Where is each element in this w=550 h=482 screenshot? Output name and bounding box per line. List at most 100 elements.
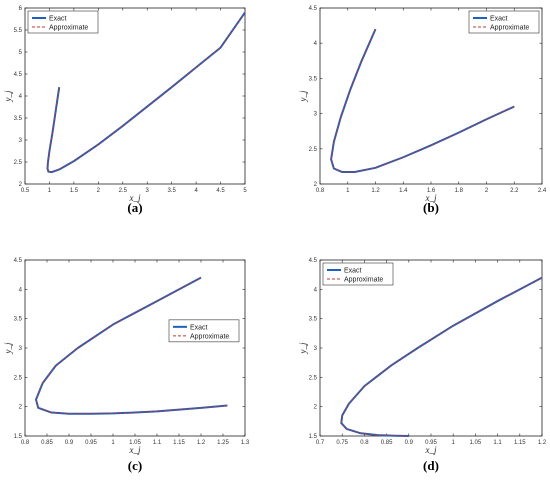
x-tick-label: 5: [243, 188, 247, 194]
series-line-approximate: [340, 277, 543, 437]
x-axis-label: x_j: [425, 193, 437, 203]
x-tick-label: 0.95: [425, 440, 437, 446]
legend-entry: Approximate: [344, 277, 383, 284]
panel-caption: (c): [128, 458, 142, 473]
x-tick-label: 1.8: [455, 188, 464, 194]
panel-caption: (d): [423, 458, 439, 473]
legend: Exact Approximate: [27, 10, 99, 34]
y-tick-label: 2: [19, 405, 23, 411]
legend: Exact Approximate: [168, 319, 240, 343]
x-tick-label: 0.8: [316, 188, 325, 194]
x-tick-label: 1.2: [538, 440, 547, 446]
x-tick-label: 2: [485, 188, 489, 194]
x-tick-label: 1.2: [197, 440, 206, 446]
legend-entry: Approximate: [190, 333, 229, 340]
legend-entry: Exact: [49, 16, 67, 23]
legend-box: [27, 10, 99, 34]
panel-caption: (a): [127, 200, 142, 215]
x-tick-label: 1.05: [129, 440, 141, 446]
x-tick-label: 1.15: [173, 440, 185, 446]
y-axis-label: y_j: [3, 342, 13, 354]
x-axis-label: x_j: [425, 445, 437, 455]
series-line-approximate: [35, 277, 228, 415]
x-tick-label: 1.4: [399, 188, 408, 194]
x-tick-label: 3: [146, 188, 150, 194]
y-tick-label: 4: [19, 94, 23, 100]
panel-caption: (b): [423, 200, 439, 215]
y-tick-label: 2: [19, 182, 23, 188]
y-axis-label: y_j: [298, 342, 308, 354]
y-tick-label: 3.5: [14, 317, 23, 323]
y-tick-label: 3.5: [14, 116, 23, 122]
x-tick-label: 1: [48, 188, 52, 194]
x-tick-label: 0.7: [316, 440, 325, 446]
legend-entry: Exact: [190, 324, 208, 331]
y-tick-label: 5: [19, 50, 23, 56]
x-tick-label: 0.95: [85, 440, 97, 446]
x-tick-label: 2.4: [538, 188, 547, 194]
chart-panel-3: 0.8 0.85 0.9 0.95 1 1.05 1.1 1.15 1.2 1.25 1.3 1.5 2…: [3, 258, 250, 473]
legend-box: [322, 262, 394, 286]
plot-area: [24, 259, 246, 437]
y-tick-label: 3.5: [309, 76, 318, 82]
x-tick-label: 0.5: [21, 188, 30, 194]
x-tick-label: 1.1: [493, 440, 502, 446]
x-tick-label: 1.2: [371, 188, 380, 194]
y-tick-label: 6: [19, 6, 23, 12]
legend-entry: Exact: [344, 268, 362, 275]
y-tick-label: 1.5: [14, 434, 23, 440]
x-tick-label: 1.1: [153, 440, 162, 446]
plot-area: [319, 259, 543, 437]
y-tick-label: 3: [19, 138, 23, 144]
legend-entry: Approximate: [490, 25, 529, 32]
plot-area: [24, 7, 246, 185]
x-tick-label: 0.8: [360, 440, 369, 446]
y-tick-label: 4: [19, 287, 23, 293]
x-tick-label: 1: [452, 440, 456, 446]
y-axis-label: y_j: [3, 90, 13, 102]
series-line-approximate: [330, 28, 515, 173]
y-tick-label: 2.5: [309, 375, 318, 381]
chart-panel-2: 0.8 1 1.2 1.4 1.6 1.8 2 2.2 2.4 2 2.5 3 3.5 4 4.5 x_j y_…: [298, 6, 547, 215]
x-tick-label: 3.5: [167, 188, 176, 194]
x-tick-label: 0.8: [21, 440, 30, 446]
x-tick-label: 1.25: [217, 440, 229, 446]
plot-area: [319, 7, 543, 185]
x-tick-label: 1.05: [470, 440, 482, 446]
x-tick-label: 0.85: [381, 440, 393, 446]
legend-box: [168, 319, 240, 343]
y-tick-label: 5.5: [14, 28, 23, 34]
y-tick-label: 3: [314, 346, 318, 352]
y-tick-label: 1.5: [309, 434, 318, 440]
y-tick-label: 4.5: [309, 6, 318, 12]
x-tick-label: 1.15: [514, 440, 526, 446]
x-tick-label: 4: [194, 188, 198, 194]
legend-entry: Exact: [490, 16, 508, 23]
series-line-approximate: [47, 12, 246, 173]
x-tick-label: 2.5: [119, 188, 128, 194]
x-axis-label: x_j: [129, 445, 141, 455]
legend-box: [468, 10, 540, 34]
x-tick-label: 4.5: [216, 188, 225, 194]
y-tick-label: 4: [314, 287, 318, 293]
legend-entry: Approximate: [49, 25, 88, 32]
y-tick-label: 4.5: [14, 72, 23, 78]
legend: Exact Approximate: [468, 10, 540, 34]
y-tick-label: 2.5: [14, 160, 23, 166]
y-tick-label: 4.5: [309, 258, 318, 264]
x-tick-label: 1: [111, 440, 115, 446]
y-tick-label: 3: [19, 346, 23, 352]
x-tick-label: 1.5: [70, 188, 79, 194]
y-axis-label: y_j: [298, 90, 308, 102]
x-axis-label: x_j: [129, 193, 141, 203]
legend: Exact Approximate: [322, 262, 394, 286]
x-tick-label: 0.85: [41, 440, 53, 446]
y-tick-label: 4.5: [14, 258, 23, 264]
y-tick-label: 3: [314, 112, 318, 118]
x-tick-label: 2: [97, 188, 101, 194]
y-tick-label: 3.5: [309, 317, 318, 323]
x-tick-label: 2.2: [510, 188, 519, 194]
y-tick-label: 4: [314, 41, 318, 47]
y-tick-label: 2.5: [14, 375, 23, 381]
